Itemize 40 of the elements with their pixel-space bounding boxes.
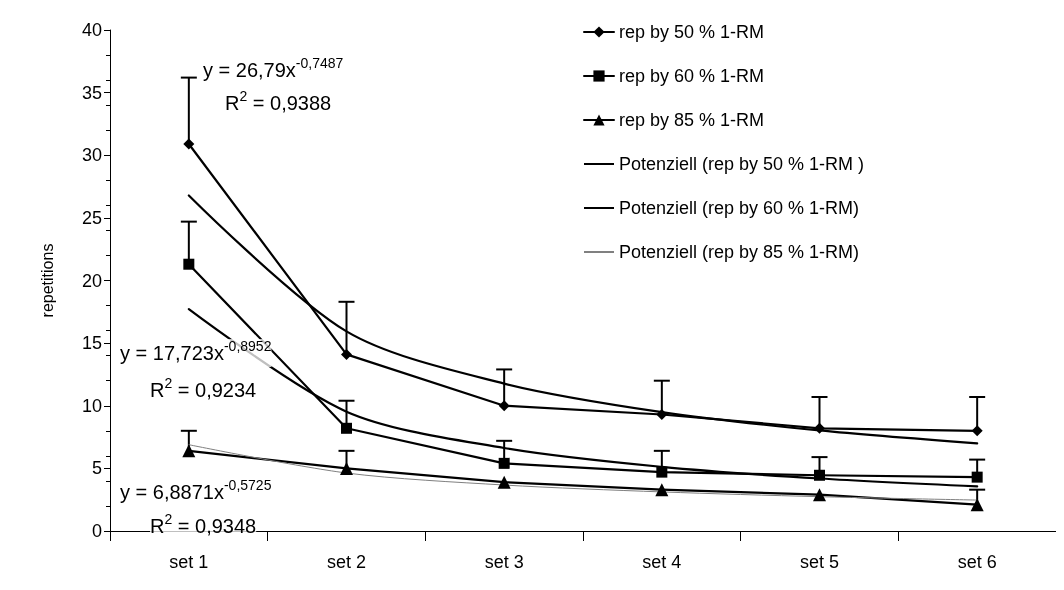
- y-axis-title: repetitions: [38, 243, 56, 318]
- legend-label: rep by 85 % 1-RM: [619, 110, 765, 130]
- point: [656, 409, 668, 421]
- point: [814, 422, 825, 434]
- point: [182, 444, 196, 458]
- point: [813, 488, 826, 502]
- point: [970, 498, 984, 512]
- y-tick-label: 5: [91, 458, 102, 479]
- point: [656, 466, 668, 478]
- x-tick-label: set 1: [169, 552, 209, 572]
- point: [341, 348, 352, 360]
- y-tick-label: 0: [91, 521, 102, 541]
- y-tick-label: 25: [81, 207, 102, 228]
- x-tick-label: set 4: [642, 552, 682, 572]
- point: [340, 461, 353, 475]
- point: [498, 457, 510, 469]
- y-tick-label: 35: [81, 82, 102, 103]
- legend-label: rep by 50 % 1-RM: [619, 22, 765, 42]
- legend-label: rep by 60 % 1-RM: [619, 66, 765, 86]
- point: [183, 258, 195, 270]
- legend-label: Potenziell (rep by 60 % 1-RM): [619, 198, 860, 218]
- x-tick-label: set 6: [957, 552, 997, 572]
- x-tick-label: set 5: [799, 552, 840, 572]
- point: [971, 425, 983, 437]
- point: [497, 475, 511, 489]
- point: [341, 422, 352, 434]
- y-tick-label: 10: [81, 395, 102, 416]
- y-tick-label: 40: [81, 20, 102, 40]
- x-tick-label: set 3: [484, 552, 524, 572]
- x-tick-label: set 2: [326, 552, 367, 572]
- point: [655, 483, 669, 497]
- y-tick-label: 30: [81, 145, 102, 166]
- point: [814, 469, 825, 481]
- point: [183, 138, 195, 150]
- y-tick-label: 15: [81, 333, 102, 354]
- legend-label: Potenziell (rep by 50 % 1-RM ): [619, 154, 865, 174]
- y-tick-label: 20: [81, 270, 102, 291]
- point: [971, 471, 983, 483]
- point: [498, 400, 510, 412]
- legend-label: Potenziell (rep by 85 % 1-RM): [619, 242, 860, 262]
